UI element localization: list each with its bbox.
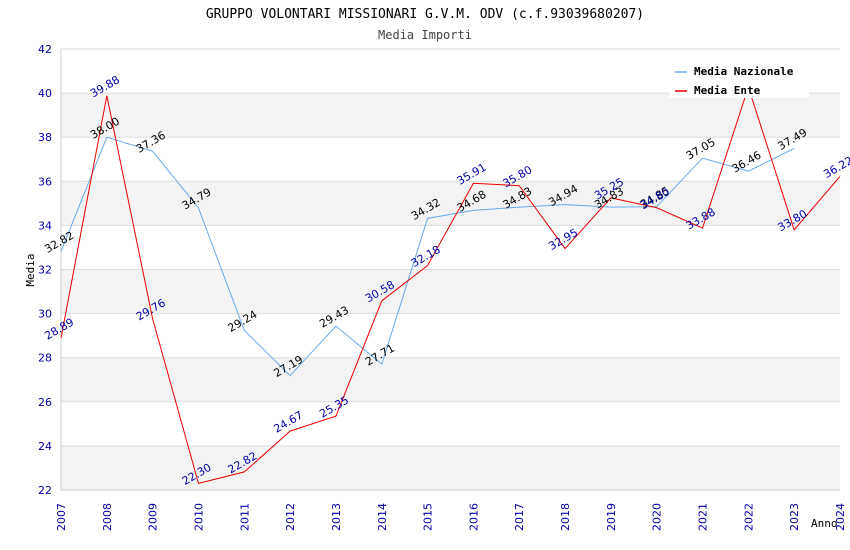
x-tick-label: 2018 (559, 503, 572, 531)
x-tick-label: 2022 (742, 503, 755, 531)
x-tick-label: 2013 (330, 503, 343, 531)
x-tick-label: 2024 (834, 503, 847, 531)
band (61, 357, 840, 402)
x-tick-label: 2012 (284, 503, 297, 531)
y-tick-label: 24 (38, 440, 52, 453)
x-tick-label: 2020 (651, 503, 664, 531)
x-tick-label: 2017 (513, 503, 526, 531)
legend-label-media-nazionale: Media Nazionale (694, 65, 794, 78)
chart-subtitle: Media Importi (378, 28, 472, 42)
y-tick-label: 34 (38, 219, 52, 232)
legend-box (669, 60, 809, 98)
x-tick-label: 2016 (467, 503, 480, 531)
y-tick-label: 32 (38, 264, 52, 277)
series-line-media-ente (60, 85, 841, 484)
chart-title: GRUPPO VOLONTARI MISSIONARI G.V.M. ODV (… (206, 7, 644, 22)
x-tick-label: 2021 (697, 503, 710, 531)
x-tick-label: 2015 (422, 503, 435, 531)
y-tick-label: 30 (38, 308, 52, 321)
band (61, 225, 840, 270)
band (61, 445, 840, 490)
y-tick-label: 26 (38, 396, 52, 409)
y-tick-label: 22 (38, 484, 52, 497)
x-tick-label: 2019 (605, 503, 618, 531)
x-tick-label: 2007 (55, 503, 68, 531)
legend: Media Nazionale Media Ente (669, 60, 809, 98)
x-tick-label: 2023 (788, 503, 801, 531)
series-line-media-nazionale (60, 136, 795, 377)
band (61, 269, 840, 314)
band (61, 401, 840, 446)
band (61, 181, 840, 226)
y-tick-label: 42 (38, 43, 52, 56)
x-axis-label: Anno (811, 517, 838, 530)
x-tick-label: 2014 (376, 503, 389, 531)
y-tick-label: 28 (38, 352, 52, 365)
band (61, 137, 840, 182)
band (61, 313, 840, 358)
y-tick-labels: 22 24 26 28 30 32 34 36 38 40 42 (38, 43, 52, 497)
y-tick-label: 40 (38, 87, 52, 100)
series-lines (60, 85, 841, 484)
x-tick-label: 2008 (101, 503, 114, 531)
y-tick-label: 38 (38, 131, 52, 144)
band (61, 93, 840, 138)
x-tick-label: 2011 (238, 503, 251, 531)
x-tick-label: 2009 (147, 503, 160, 531)
y-tick-label: 36 (38, 175, 52, 188)
background-bands (61, 49, 840, 490)
x-tick-label: 2010 (192, 503, 205, 531)
y-axis-label: Media (24, 253, 37, 286)
x-tick-labels: 2007 2008 2009 2010 2011 2012 2013 2014 2015 2016… (55, 503, 847, 531)
legend-label-media-ente: Media Ente (694, 84, 761, 97)
